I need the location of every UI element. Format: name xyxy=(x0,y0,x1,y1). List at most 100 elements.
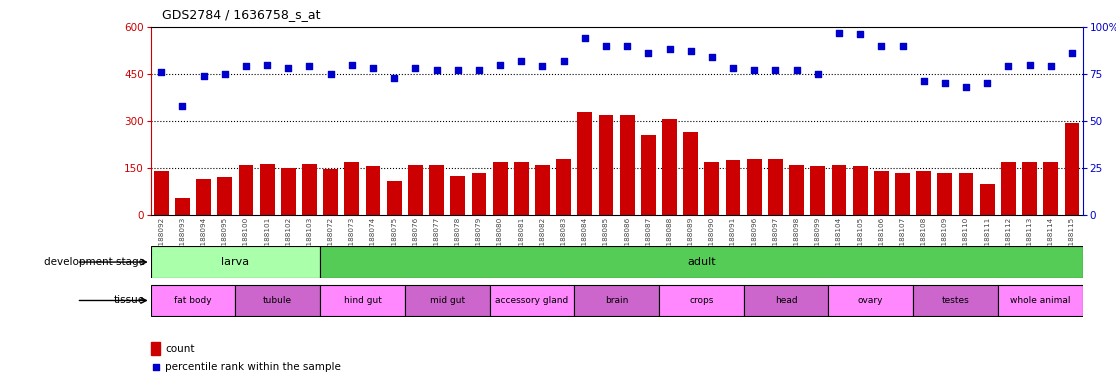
Text: GDS2784 / 1636758_s_at: GDS2784 / 1636758_s_at xyxy=(162,8,320,21)
Bar xyxy=(828,285,913,316)
Point xyxy=(576,35,594,41)
Bar xyxy=(937,173,952,215)
Point xyxy=(639,50,657,56)
Point xyxy=(406,65,424,71)
Point xyxy=(533,63,551,70)
Bar xyxy=(662,119,677,215)
Point xyxy=(385,74,403,81)
Bar xyxy=(302,164,317,215)
Point xyxy=(809,71,827,77)
Point xyxy=(555,58,573,64)
Text: tubule: tubule xyxy=(263,296,292,305)
Bar xyxy=(743,285,828,316)
Bar xyxy=(810,166,825,215)
Bar xyxy=(725,160,741,215)
Bar xyxy=(535,165,550,215)
Point xyxy=(152,69,170,75)
Text: fat body: fat body xyxy=(174,296,212,305)
Point xyxy=(873,43,891,49)
Bar xyxy=(913,285,998,316)
Bar xyxy=(895,173,910,215)
Point xyxy=(1000,63,1018,70)
Point xyxy=(1064,50,1081,56)
Point xyxy=(767,67,785,73)
Point xyxy=(979,80,997,86)
Point xyxy=(852,31,869,38)
Point xyxy=(915,78,933,84)
Point xyxy=(237,63,254,70)
Bar xyxy=(490,285,575,316)
Bar xyxy=(853,166,867,215)
Point xyxy=(1021,61,1039,68)
Text: tissue: tissue xyxy=(114,295,145,306)
Point xyxy=(427,67,445,73)
Bar xyxy=(1022,162,1037,215)
Bar xyxy=(513,162,529,215)
Bar xyxy=(747,159,761,215)
Bar xyxy=(998,285,1083,316)
Text: count: count xyxy=(165,344,194,354)
Bar xyxy=(658,285,743,316)
Point xyxy=(724,65,742,71)
Bar xyxy=(405,285,490,316)
Bar xyxy=(704,162,720,215)
Bar xyxy=(789,165,804,215)
Bar xyxy=(260,164,275,215)
Text: hind gut: hind gut xyxy=(344,296,382,305)
Bar xyxy=(492,162,508,215)
Text: brain: brain xyxy=(605,296,628,305)
Text: accessory gland: accessory gland xyxy=(496,296,568,305)
Bar xyxy=(430,166,444,215)
Bar xyxy=(916,171,931,215)
Bar xyxy=(598,115,614,215)
Bar xyxy=(959,173,973,215)
Bar xyxy=(451,176,465,215)
Point xyxy=(830,30,848,36)
Bar xyxy=(472,173,487,215)
Bar xyxy=(175,198,190,215)
Point xyxy=(343,61,360,68)
Bar xyxy=(683,132,699,215)
Bar xyxy=(320,247,1083,278)
Bar xyxy=(154,171,169,215)
Point xyxy=(321,71,339,77)
Text: ovary: ovary xyxy=(858,296,884,305)
Point xyxy=(491,61,509,68)
Bar xyxy=(151,342,161,355)
Bar xyxy=(218,177,232,215)
Bar xyxy=(196,179,211,215)
Bar xyxy=(831,165,846,215)
Bar xyxy=(556,159,571,215)
Text: adult: adult xyxy=(687,257,715,267)
Point xyxy=(279,65,297,71)
Point xyxy=(364,65,382,71)
Bar xyxy=(320,285,405,316)
Text: percentile rank within the sample: percentile rank within the sample xyxy=(165,362,340,372)
Bar xyxy=(1043,162,1058,215)
Point xyxy=(958,84,975,90)
Point xyxy=(661,46,679,53)
Text: mid gut: mid gut xyxy=(430,296,464,305)
Point xyxy=(682,48,700,55)
Point xyxy=(470,67,488,73)
Point xyxy=(258,61,276,68)
Point xyxy=(215,71,233,77)
Bar xyxy=(387,180,402,215)
Point xyxy=(449,67,466,73)
Bar xyxy=(1001,162,1016,215)
Bar xyxy=(768,159,782,215)
Point xyxy=(410,267,427,273)
Point xyxy=(745,67,763,73)
Bar xyxy=(641,135,656,215)
Text: development stage: development stage xyxy=(44,257,145,267)
Point xyxy=(597,43,615,49)
Point xyxy=(703,54,721,60)
Text: whole animal: whole animal xyxy=(1010,296,1070,305)
Point xyxy=(300,63,318,70)
Point xyxy=(894,43,912,49)
Bar xyxy=(324,169,338,215)
Point xyxy=(512,58,530,64)
Text: larva: larva xyxy=(221,257,250,267)
Point xyxy=(173,103,191,109)
Bar xyxy=(281,168,296,215)
